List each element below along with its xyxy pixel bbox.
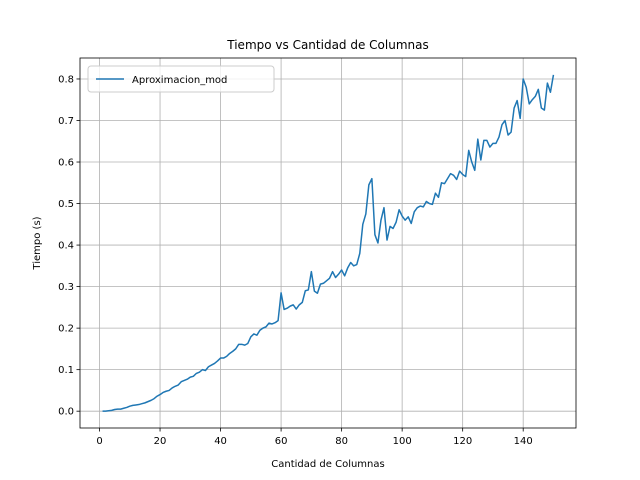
y-axis-label: Tiempo (s) — [32, 216, 43, 270]
data-line — [102, 74, 555, 412]
y-tick-label: 0.5 — [58, 199, 74, 210]
y-tick-label: 0.7 — [58, 116, 74, 127]
y-tick-label: 0.1 — [58, 365, 74, 376]
axes-frame — [79, 57, 577, 429]
legend-box — [87, 65, 275, 93]
x-tick-label: 20 — [154, 436, 167, 447]
x-tick-label: 40 — [214, 436, 227, 447]
x-axis-label: Cantidad de Columnas — [271, 459, 384, 470]
y-tick-label: 0.8 — [58, 74, 74, 85]
y-tick-label: 0.4 — [58, 241, 74, 252]
legend-label: Aproximacion_mod — [132, 75, 227, 86]
chart-title: Tiempo vs Cantidad de Columnas — [226, 38, 428, 52]
x-tick-label: 100 — [393, 436, 412, 447]
y-tick-label: 0.6 — [58, 158, 74, 169]
y-tick-label: 0.0 — [58, 407, 74, 418]
x-tick-label: 60 — [275, 436, 288, 447]
x-tick-label: 80 — [335, 436, 348, 447]
x-tick-label: 120 — [453, 436, 472, 447]
y-tick-label: 0.3 — [58, 282, 74, 293]
plot-area — [102, 74, 555, 412]
y-tick-label: 0.2 — [58, 324, 74, 335]
grid — [80, 58, 576, 428]
x-tick-label: 140 — [514, 436, 533, 447]
x-tick-label: 0 — [96, 436, 102, 447]
